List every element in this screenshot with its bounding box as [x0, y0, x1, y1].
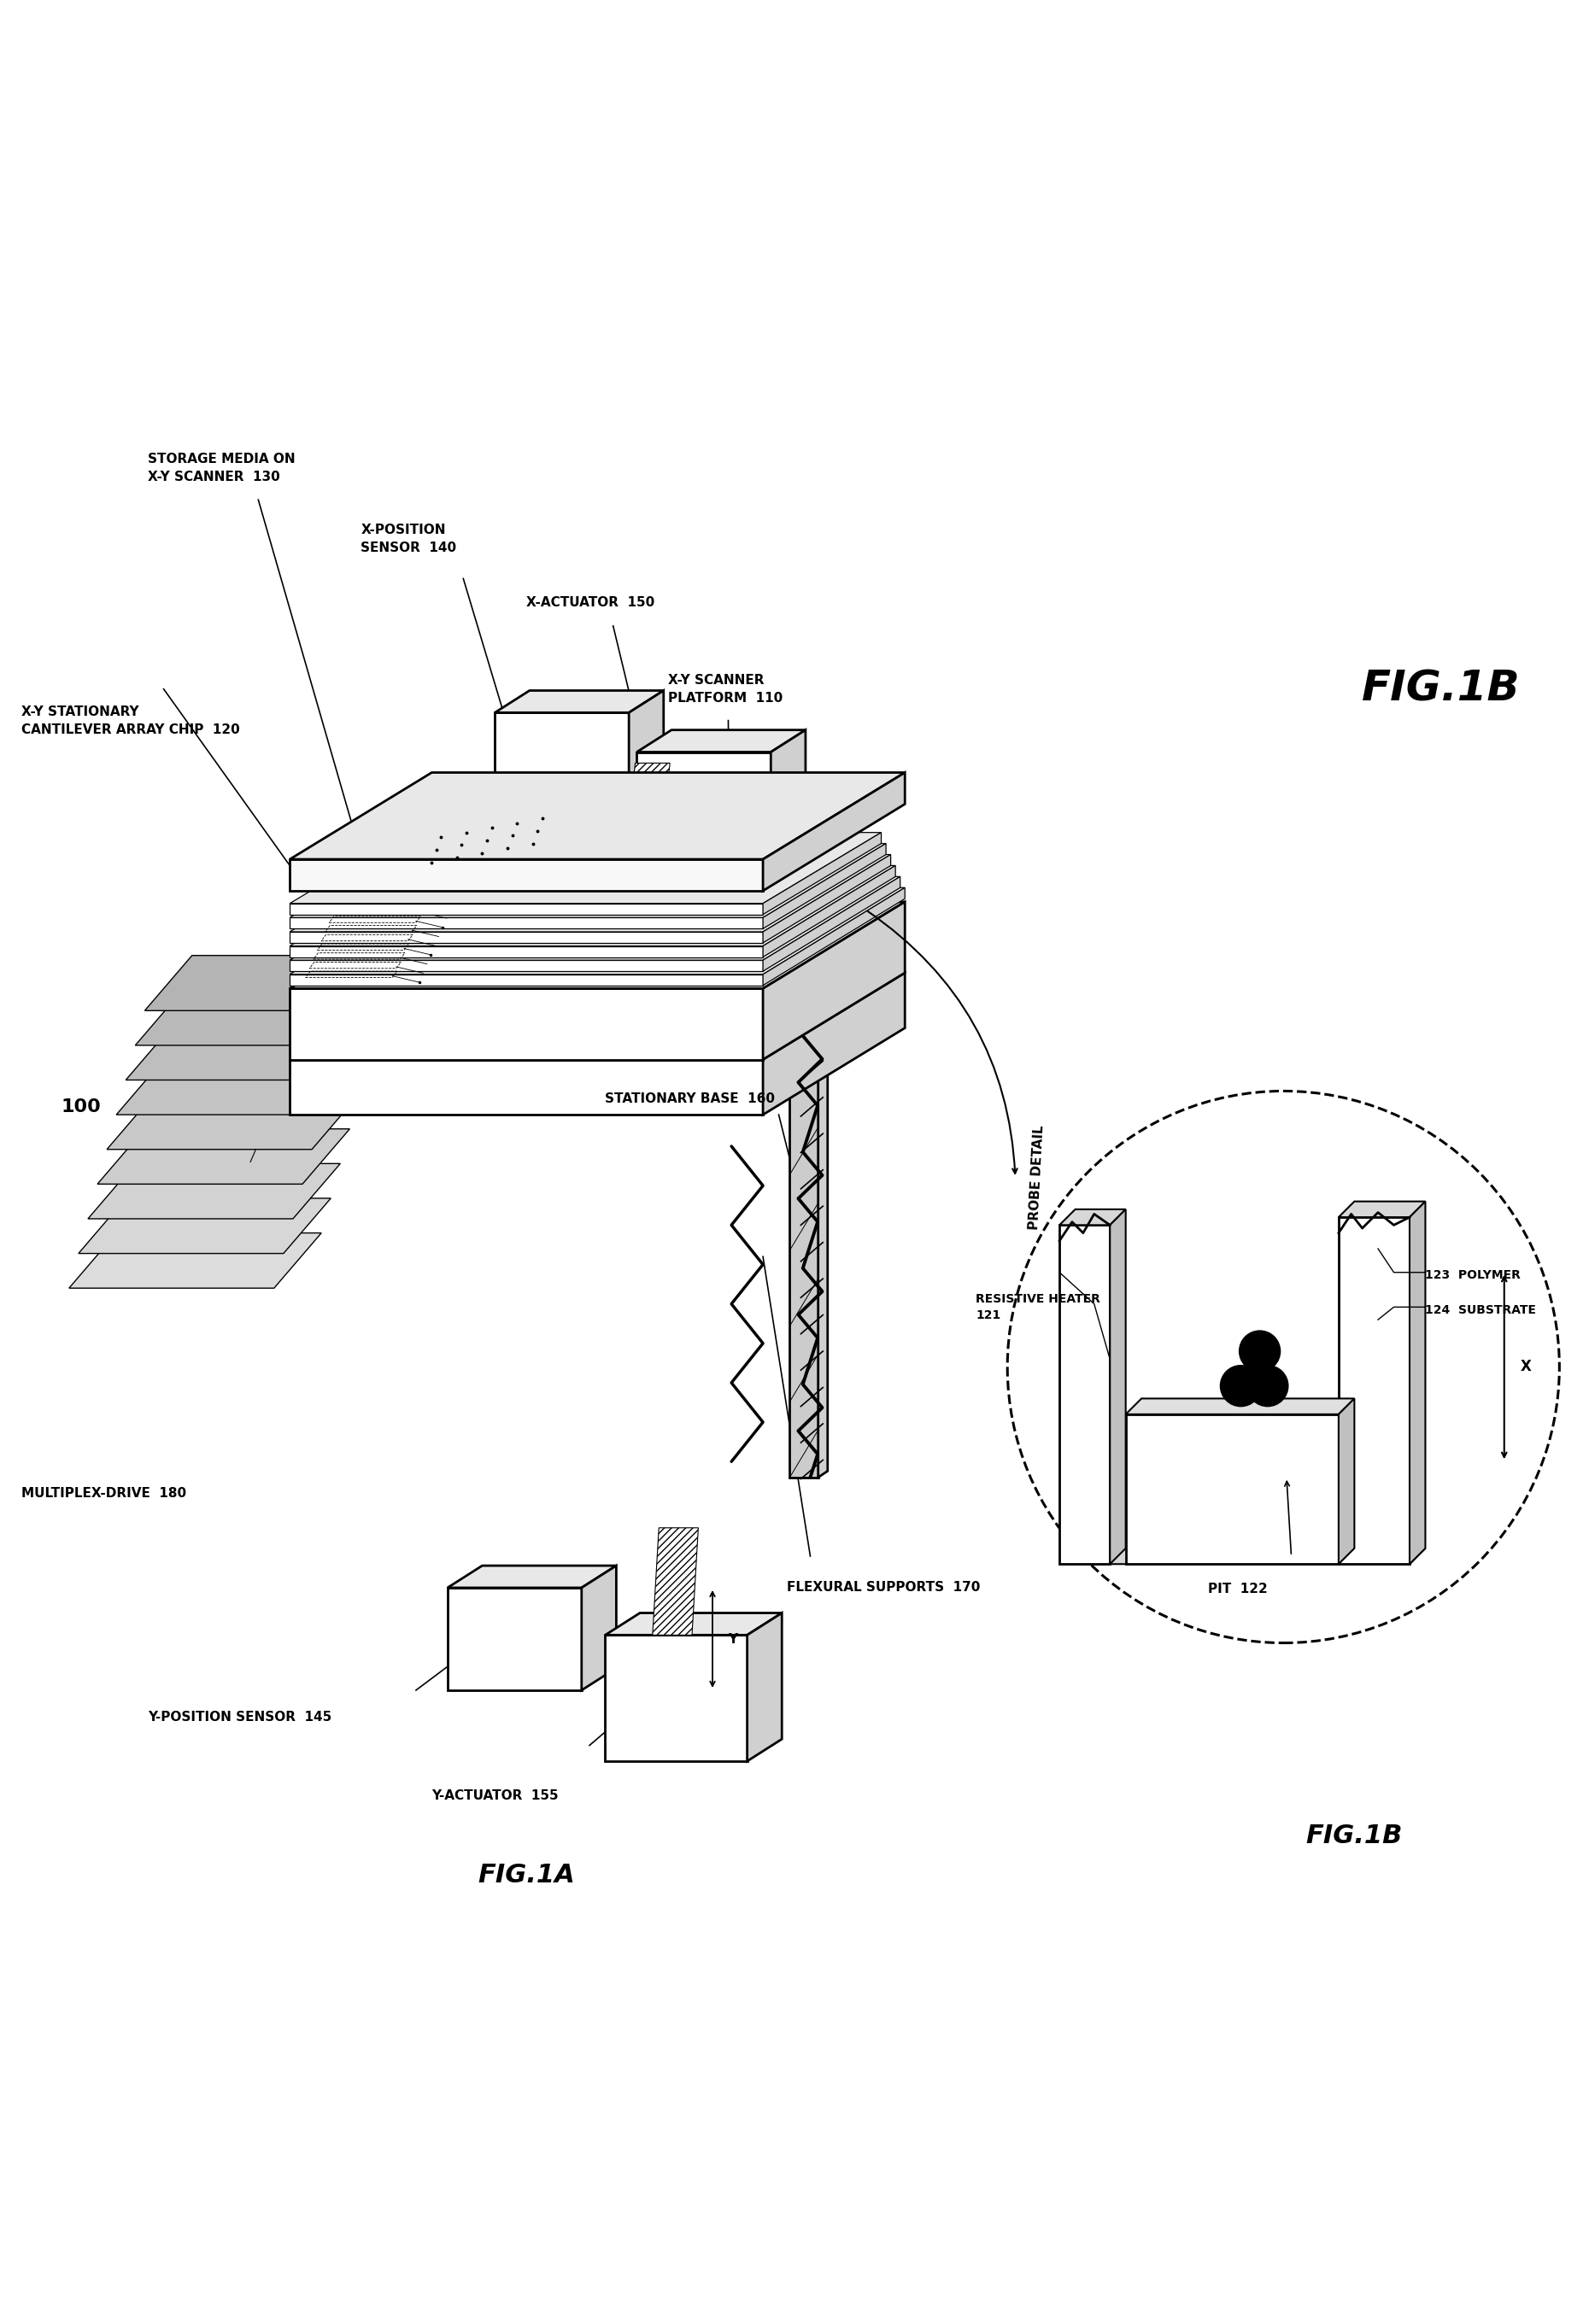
Polygon shape [637, 730, 806, 753]
Polygon shape [116, 1060, 369, 1116]
Polygon shape [289, 860, 763, 890]
Text: 124  SUBSTRATE: 124 SUBSTRATE [1425, 1304, 1537, 1315]
Polygon shape [582, 1566, 617, 1690]
Polygon shape [763, 844, 887, 930]
Polygon shape [289, 1060, 763, 1116]
Polygon shape [448, 1587, 582, 1690]
Polygon shape [289, 855, 891, 932]
Polygon shape [97, 1129, 350, 1183]
Text: STORAGE MEDIA ON
X-Y SCANNER  130: STORAGE MEDIA ON X-Y SCANNER 130 [148, 453, 296, 483]
Polygon shape [790, 872, 828, 878]
Text: X: X [1521, 1360, 1530, 1376]
Polygon shape [629, 690, 664, 816]
Polygon shape [106, 1095, 359, 1150]
Polygon shape [289, 960, 763, 971]
Polygon shape [289, 904, 763, 913]
Polygon shape [1338, 1218, 1409, 1564]
Polygon shape [448, 1566, 617, 1587]
Polygon shape [126, 1025, 378, 1081]
Text: 100: 100 [60, 1099, 102, 1116]
Text: X-Y SCANNER
PLATFORM  110: X-Y SCANNER PLATFORM 110 [669, 674, 783, 704]
Polygon shape [1409, 1202, 1425, 1564]
Polygon shape [289, 988, 763, 1060]
Text: MULTIPLEX-DRIVE  180: MULTIPLEX-DRIVE 180 [22, 1487, 186, 1499]
Text: Y-POSITION SENSOR  145: Y-POSITION SENSOR 145 [148, 1710, 332, 1724]
Polygon shape [653, 1527, 698, 1636]
Text: X-ACTUATOR  150: X-ACTUATOR 150 [526, 595, 655, 609]
Polygon shape [289, 946, 763, 957]
Polygon shape [1125, 1399, 1354, 1415]
Text: RESISTIVE HEATER
121: RESISTIVE HEATER 121 [976, 1292, 1101, 1322]
Polygon shape [289, 844, 887, 918]
Text: FIG.1A: FIG.1A [478, 1862, 575, 1887]
Polygon shape [763, 902, 904, 1060]
Polygon shape [1060, 1548, 1425, 1564]
Text: X-Y STATIONARY
CANTILEVER ARRAY CHIP  120: X-Y STATIONARY CANTILEVER ARRAY CHIP 120 [22, 704, 240, 737]
Text: FIG.1B: FIG.1B [1306, 1822, 1403, 1848]
Polygon shape [494, 713, 629, 816]
Polygon shape [818, 872, 828, 1478]
Circle shape [1239, 1332, 1281, 1371]
Polygon shape [289, 832, 882, 904]
Text: Y-ACTUATOR  155: Y-ACTUATOR 155 [432, 1789, 559, 1803]
Polygon shape [145, 955, 397, 1011]
Circle shape [1220, 1367, 1262, 1406]
Polygon shape [289, 865, 896, 946]
Polygon shape [629, 762, 671, 823]
Polygon shape [747, 1613, 782, 1762]
Circle shape [1247, 1367, 1289, 1406]
Polygon shape [289, 974, 763, 985]
Polygon shape [763, 876, 899, 971]
Polygon shape [289, 974, 904, 1060]
Polygon shape [289, 918, 763, 930]
Polygon shape [763, 888, 904, 985]
Text: FIG.1B: FIG.1B [1362, 669, 1521, 709]
Polygon shape [1060, 1225, 1111, 1564]
Polygon shape [637, 753, 771, 855]
Polygon shape [1338, 1399, 1354, 1564]
Polygon shape [771, 730, 806, 855]
Polygon shape [289, 876, 899, 960]
Polygon shape [1125, 1415, 1338, 1564]
Polygon shape [763, 832, 882, 913]
Polygon shape [78, 1199, 331, 1253]
Polygon shape [289, 932, 763, 944]
Polygon shape [135, 990, 388, 1046]
Polygon shape [763, 855, 891, 944]
Polygon shape [289, 772, 904, 860]
Text: 123  POLYMER: 123 POLYMER [1425, 1269, 1521, 1281]
Text: STATIONARY BASE  160: STATIONARY BASE 160 [605, 1092, 775, 1106]
Polygon shape [1060, 1208, 1125, 1225]
Polygon shape [763, 865, 896, 957]
Polygon shape [1111, 1208, 1125, 1564]
Polygon shape [68, 1234, 321, 1287]
Polygon shape [289, 888, 904, 974]
Polygon shape [494, 690, 664, 713]
Polygon shape [790, 878, 818, 1478]
Polygon shape [87, 1164, 340, 1218]
Polygon shape [605, 1613, 782, 1636]
Polygon shape [605, 1636, 747, 1762]
Text: PROBE DETAIL: PROBE DETAIL [1028, 1125, 1046, 1229]
Text: PIT  122: PIT 122 [1208, 1583, 1268, 1597]
Text: FLEXURAL SUPPORTS  170: FLEXURAL SUPPORTS 170 [787, 1580, 980, 1594]
Polygon shape [763, 772, 904, 890]
Text: X-POSITION
SENSOR  140: X-POSITION SENSOR 140 [361, 523, 456, 555]
Text: Y: Y [728, 1634, 737, 1645]
Polygon shape [763, 974, 904, 1116]
Polygon shape [1338, 1202, 1425, 1218]
Text: X: X [750, 846, 761, 860]
Polygon shape [289, 902, 904, 988]
